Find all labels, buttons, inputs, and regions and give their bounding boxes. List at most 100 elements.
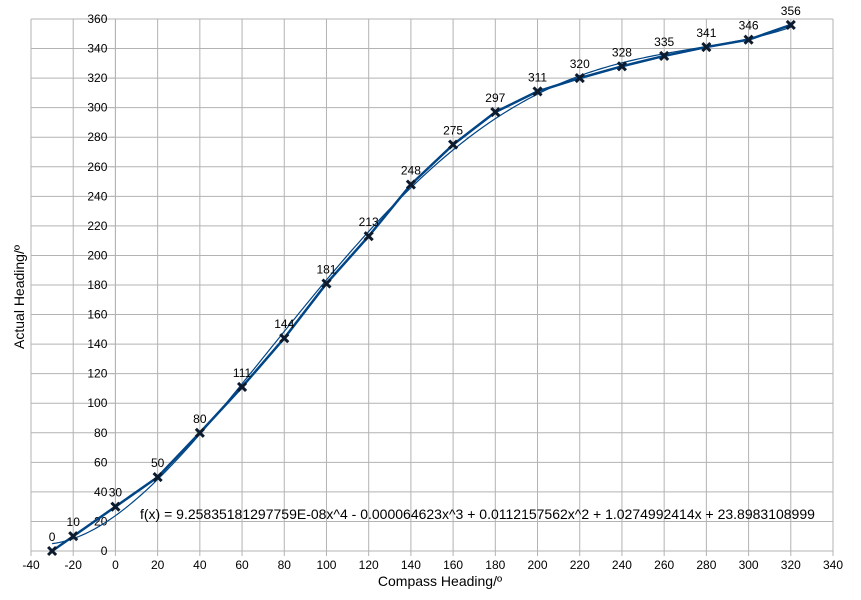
y-tick-label: 320	[87, 71, 107, 85]
data-point-marker	[152, 472, 163, 483]
data-point-marker	[363, 231, 374, 242]
marker-stroke	[574, 73, 585, 84]
data-point-marker	[701, 42, 712, 53]
data-point-marker	[279, 333, 290, 344]
x-tick-labels: -40 -20 0 20 40 60 80 100 120 140 160 180 200 220 240 2…	[22, 558, 843, 572]
series-line-group	[51, 23, 792, 553]
marker-stroke	[321, 278, 332, 289]
marker-stroke	[616, 61, 628, 72]
marker-stroke	[279, 333, 290, 344]
x-tick-label: 60	[235, 558, 249, 572]
x-tick-label: 220	[570, 558, 590, 572]
data-point-marker	[110, 501, 121, 512]
y-tick-label: 180	[87, 278, 107, 292]
x-tick-label: 40	[193, 558, 207, 572]
data-label: 311	[528, 70, 547, 84]
data-label: 10	[67, 515, 81, 529]
y-tick-label: 200	[87, 248, 107, 262]
data-point-marker	[532, 86, 543, 97]
y-tick-label: 120	[87, 367, 107, 381]
data-point-marker	[616, 61, 628, 72]
data-label: 275	[443, 124, 463, 138]
marker-stroke	[110, 501, 121, 512]
marker-stroke	[448, 139, 459, 150]
data-label: 328	[612, 45, 632, 59]
y-tick-label: 100	[87, 396, 107, 410]
y-tick-label: 140	[87, 337, 107, 351]
data-label: 50	[151, 456, 165, 470]
data-point-marker	[194, 427, 205, 438]
x-tick-label: 100	[316, 558, 336, 572]
y-tick-label: 280	[87, 130, 107, 144]
data-label: 335	[654, 35, 674, 49]
marker-stroke	[532, 86, 543, 97]
data-label: 320	[570, 57, 590, 71]
x-tick-label: 200	[528, 558, 548, 572]
series-line	[51, 23, 792, 553]
x-tick-label: 240	[612, 558, 632, 572]
data-label: 30	[109, 486, 123, 500]
x-tick-label: 280	[696, 558, 716, 572]
axes	[30, 18, 834, 556]
x-tick-label: 0	[112, 558, 119, 572]
trendline-equation: f(x) = 9.25835181297759E-08x^4 - 0.00006…	[140, 506, 815, 522]
marker-stroke	[490, 107, 501, 118]
y-tick-label: 60	[94, 455, 108, 469]
x-tick-label: 320	[781, 558, 801, 572]
data-point-marker	[321, 278, 332, 289]
data-label: 0	[49, 530, 56, 544]
y-tick-label: 160	[87, 308, 107, 322]
data-labels: 0 10 30 50 80 111 144 181 213 248 275 297 311 320 328 3…	[49, 4, 801, 544]
y-tick-label: 80	[94, 426, 108, 440]
x-tick-label: 20	[151, 558, 165, 572]
x-tick-label: 300	[739, 558, 759, 572]
data-label: 144	[274, 317, 294, 331]
data-label: 341	[696, 26, 716, 40]
marker-stroke	[659, 50, 670, 62]
y-tick-labels: 0204060801001201401601802002202402602803…	[87, 12, 107, 558]
marker-stroke	[743, 34, 754, 45]
grid-lines	[30, 18, 834, 552]
data-point-marker	[574, 73, 585, 84]
marker-stroke	[152, 472, 163, 483]
y-axis-title: Actual Heading/º	[11, 245, 27, 349]
y-tick-label: 340	[87, 42, 107, 56]
data-label: 248	[401, 164, 421, 178]
marker-stroke	[236, 381, 248, 393]
data-point-marker	[785, 19, 796, 30]
data-point-marker	[47, 545, 58, 557]
y-tick-label: 240	[87, 189, 107, 203]
x-tick-label: 160	[443, 558, 463, 572]
data-point-marker	[743, 34, 754, 45]
data-label: 356	[781, 4, 801, 18]
x-tick-label: 120	[359, 558, 379, 572]
x-axis-title: Compass Heading/º	[378, 573, 502, 589]
data-point-marker	[659, 50, 670, 62]
data-label: 80	[193, 412, 207, 426]
data-point-marker	[405, 179, 416, 190]
marker-stroke	[194, 427, 205, 438]
x-tick-label: 260	[654, 558, 674, 572]
y-tick-label: 40	[94, 485, 108, 499]
x-tick-label: 80	[278, 558, 292, 572]
data-label: 346	[739, 19, 759, 33]
x-tick-label: 180	[485, 558, 505, 572]
x-tick-label: -20	[65, 558, 83, 572]
y-tick-label: 260	[87, 160, 107, 174]
x-tick-label: -40	[22, 558, 40, 572]
data-label: 181	[316, 263, 336, 277]
data-label: 111	[233, 366, 252, 380]
y-tick-label: 0	[101, 544, 108, 558]
x-tick-label: 140	[401, 558, 421, 572]
marker-stroke	[785, 19, 796, 30]
marker-stroke	[701, 42, 712, 53]
x-tick-label: 340	[823, 558, 843, 572]
data-label: 213	[359, 215, 379, 229]
y-tick-label: 220	[87, 219, 107, 233]
data-point-marker	[448, 139, 459, 150]
data-point-marker	[236, 381, 248, 393]
data-point-marker	[490, 107, 501, 118]
marker-stroke	[68, 531, 79, 542]
